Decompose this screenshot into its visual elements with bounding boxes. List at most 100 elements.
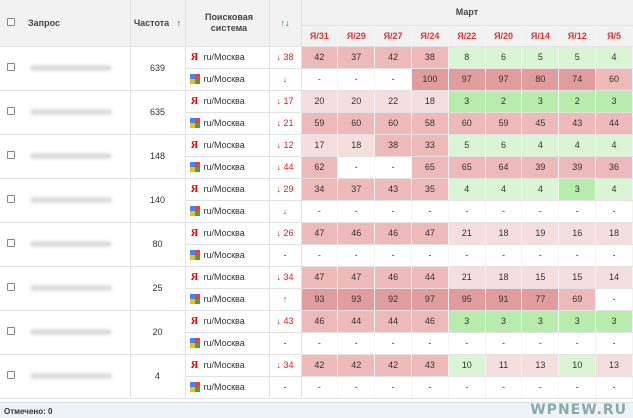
row-checkbox[interactable] [7,195,15,203]
row-checkbox[interactable] [7,239,15,247]
row-checkbox-cell[interactable] [0,46,22,91]
row-checkbox-cell[interactable] [0,266,22,311]
yandex-icon: Я [190,51,199,63]
row-checkbox[interactable] [7,63,15,71]
query-cell[interactable] [22,266,131,311]
select-all-cell[interactable] [0,0,22,47]
sort-asc-icon[interactable]: ↑ [176,17,182,28]
position-value-cell: - [374,244,412,267]
position-value-cell: 14 [595,266,633,289]
row-checkbox-cell[interactable] [0,90,22,135]
position-value-cell: 58 [411,112,449,135]
region-label: ru/Москва [203,205,245,216]
query-cell[interactable] [22,178,131,223]
position-value-cell: 35 [411,178,449,201]
region-label: ru/Москва [203,315,245,326]
date-header[interactable]: Я/20 [485,25,523,47]
position-value-cell: 11 [485,354,523,377]
query-cell[interactable] [22,310,131,355]
select-all-checkbox[interactable] [7,17,15,26]
yandex-icon: Я [190,315,199,327]
position-value-cell: 34 [301,178,339,201]
position-value-cell: 47 [301,266,339,289]
position-value-cell: - [411,200,449,223]
position-value-cell: 37 [337,178,376,201]
region-label: ru/Москва [203,183,245,194]
position-value-cell: 4 [595,134,633,157]
date-header[interactable]: Я/5 [595,25,633,47]
position-value-cell: 59 [485,112,523,135]
query-cell[interactable] [22,90,131,135]
position-change-cell: ↓ [269,200,302,223]
row-checkbox-cell[interactable] [0,222,22,267]
region-label: ru/Москва [203,337,245,348]
position-value-cell: 10 [558,354,597,377]
position-value-cell: 10 [448,354,486,377]
date-header[interactable]: Я/27 [374,25,412,47]
row-checkbox-cell[interactable] [0,354,22,399]
row-checkbox[interactable] [7,107,15,115]
date-header[interactable]: Я/29 [337,25,376,47]
row-checkbox[interactable] [7,151,15,159]
position-value-cell: 97 [485,68,523,91]
google-icon [189,294,200,305]
row-checkbox-cell[interactable] [0,178,22,223]
row-checkbox[interactable] [7,327,15,335]
position-value-cell: 2 [558,90,597,113]
query-cell[interactable] [22,222,131,267]
row-checkbox-cell[interactable] [0,134,22,179]
row-checkbox-cell[interactable] [0,310,22,355]
frequency-header-label: Частота [133,17,170,28]
position-change-cell: ↓ 29 [269,178,302,201]
frequency-header[interactable]: Частота ↑ [130,0,186,47]
position-value-cell: - [558,200,597,223]
date-header[interactable]: Я/31 [301,25,339,47]
region-label: ru/Москва [203,227,245,238]
position-value-cell: 3 [558,178,597,201]
table-row: ru/Москва - - - - - - - - - - [0,244,633,267]
search-engine-header[interactable]: Поисковая система [185,0,270,47]
date-header[interactable]: Я/24 [411,25,449,47]
blurred-query-text [30,241,112,247]
region-label: ru/Москва [203,249,245,260]
position-change-cell: ↓ 38 [269,46,302,69]
position-value-cell: - [485,244,523,267]
position-value-cell: - [595,200,633,223]
arrow-down-icon: ↓ [285,17,290,28]
position-value-cell: 44 [411,266,449,289]
position-value-cell: - [337,156,376,179]
position-value-cell: 6 [485,46,523,69]
change-header[interactable]: ↑↓ [269,0,302,47]
query-cell[interactable] [22,134,131,179]
google-icon [189,338,200,349]
query-cell[interactable] [22,46,131,91]
date-header[interactable]: Я/22 [448,25,486,47]
date-header[interactable]: Я/14 [521,25,560,47]
position-value-cell: - [374,376,412,399]
region-label: ru/Москва [203,293,245,304]
position-value-cell: 44 [374,310,412,333]
query-header[interactable]: Запрос [22,0,131,47]
position-value-cell: 44 [337,310,376,333]
row-checkbox[interactable] [7,371,15,379]
position-value-cell: - [337,244,376,267]
position-change-cell: - [269,244,302,267]
position-value-cell: - [448,200,486,223]
query-cell[interactable] [22,354,131,399]
blurred-query-text [30,373,112,379]
position-value-cell: 38 [374,134,412,157]
position-value-cell: 43 [558,112,597,135]
row-checkbox[interactable] [7,283,15,291]
region-label: ru/Москва [203,139,245,150]
position-value-cell: 21 [448,266,486,289]
position-value-cell: 60 [595,68,633,91]
position-value-cell: 15 [558,266,597,289]
date-header[interactable]: Я/12 [558,25,597,47]
position-value-cell: 5 [448,134,486,157]
